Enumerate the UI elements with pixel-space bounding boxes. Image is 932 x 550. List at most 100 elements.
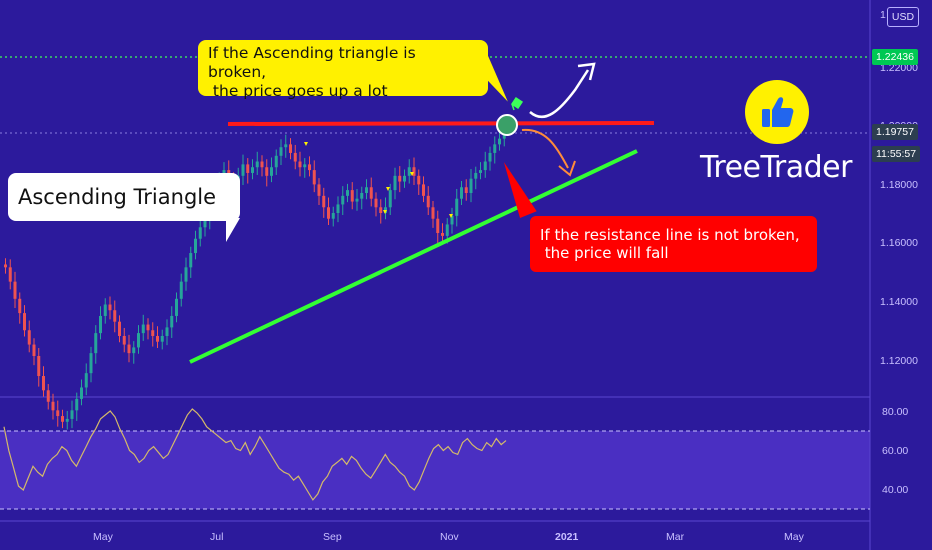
candle-body [398, 175, 402, 182]
candle-body [99, 315, 102, 334]
rsi-axis: 80.00 60.00 40.00 [882, 406, 908, 496]
candle-body [51, 401, 55, 411]
pattern-callout: Ascending Triangle [8, 173, 240, 221]
candle-body [422, 184, 425, 196]
candle-body [13, 281, 17, 299]
candle-body [469, 178, 473, 193]
candle-body [84, 373, 88, 388]
candle-body [75, 398, 79, 411]
candle-body [426, 195, 430, 208]
candle-body [284, 144, 288, 148]
candle-body [374, 198, 378, 208]
candle-body [483, 161, 487, 171]
candle-body [388, 190, 392, 208]
candle-body [270, 167, 273, 176]
candle-body [274, 155, 278, 168]
candle-body [312, 170, 316, 185]
candle-body [170, 315, 174, 328]
candle-body [298, 161, 302, 168]
price-tick: 1.16000 [880, 237, 918, 249]
candle-body [141, 324, 145, 334]
down-arrow-curve [521, 128, 569, 169]
candle-body [417, 175, 421, 185]
candle-body [393, 175, 397, 191]
candle-body [303, 164, 307, 168]
candle-body [479, 170, 482, 173]
candle-body [113, 310, 117, 322]
rsi-overbought-oversold-band [0, 431, 870, 509]
candle-body [89, 353, 93, 374]
candle-body [103, 304, 107, 316]
candle-body [179, 281, 183, 299]
candle-body [445, 224, 449, 236]
time-tick-year: 2021 [555, 531, 579, 543]
candle-body [42, 376, 45, 391]
candle-body [331, 213, 335, 219]
candle-body [407, 167, 411, 176]
marker-triangle [304, 142, 308, 146]
candle-body [175, 298, 178, 316]
marker-triangle [410, 172, 414, 176]
candle-body [327, 207, 330, 219]
candle-body [441, 233, 444, 236]
candle-body [27, 330, 31, 345]
candle-body [127, 344, 131, 354]
currency-selector[interactable]: USD [887, 7, 919, 27]
candle-body [108, 304, 112, 311]
pattern-callout-tail [226, 218, 240, 242]
price-tick-top: 1 [880, 9, 886, 21]
candle-body [279, 147, 283, 156]
candle-body [132, 347, 136, 354]
target-price-tag: 1.22436 [872, 49, 918, 65]
candle-body [255, 161, 259, 168]
candle-body [336, 204, 340, 213]
candle-body [436, 218, 440, 234]
marker-triangle [383, 210, 387, 214]
candle-body [122, 335, 126, 345]
current-price-tag: 1.19757 [872, 124, 918, 140]
candle-body [203, 218, 207, 228]
candle-body [251, 167, 254, 173]
candle-body [189, 253, 193, 268]
price-tick: 1.18000 [880, 179, 918, 191]
up-arrow-curve [529, 69, 590, 119]
time-tick: Sep [323, 531, 342, 543]
candle-body [346, 190, 349, 196]
breakout-callout-line: the price goes up a lot [208, 82, 388, 100]
candle-body [18, 298, 22, 314]
breakout-callout-line: If the Ascending triangle is broken, [208, 44, 416, 81]
candle-body [118, 321, 121, 336]
candle-body [70, 410, 74, 419]
candle-body [198, 227, 202, 239]
time-tick: May [93, 531, 114, 543]
countdown-tag: 11:55:57 [872, 146, 921, 162]
candle-body [160, 335, 164, 342]
candle-body [355, 198, 359, 202]
down-arrow-head [558, 160, 576, 177]
candle-body [502, 134, 506, 139]
candle-body [146, 324, 150, 331]
candle-body [289, 144, 292, 153]
time-tick: Mar [666, 531, 685, 543]
time-tick: Nov [440, 531, 459, 543]
candle-body [365, 187, 368, 193]
marker-triangle [386, 187, 390, 191]
flag-icon [510, 96, 524, 111]
price-tick: 1.22000 [880, 62, 918, 74]
breakdown-callout-line: the price will fall [540, 244, 669, 262]
resistance-line [227, 121, 655, 126]
candle-body [8, 267, 12, 282]
breakdown-callout: If the resistance line is not broken, th… [530, 216, 817, 272]
candle-body [450, 215, 454, 225]
breakout-point-circle [496, 114, 518, 136]
candle-body [460, 187, 463, 199]
brand-name: TreeTrader [700, 150, 852, 185]
candle-body [156, 335, 159, 342]
candle-body [4, 264, 7, 268]
candle-body [184, 267, 188, 282]
candle-body [32, 344, 36, 356]
candle-body [341, 195, 345, 205]
candle-body [37, 356, 41, 377]
price-tick: 1.12000 [880, 355, 918, 367]
rsi-tick: 40.00 [882, 484, 908, 496]
